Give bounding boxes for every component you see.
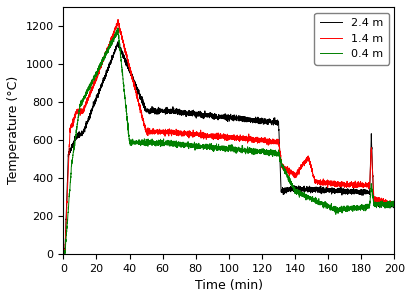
1.4 m [392, 202, 397, 206]
0.4 m [382, 202, 387, 205]
0.4 m [218, 147, 223, 151]
0.4 m [61, 251, 66, 254]
0.4 m [61, 252, 66, 256]
1.4 m [302, 161, 307, 165]
1.4 m [382, 201, 387, 205]
1.4 m [61, 252, 66, 256]
2.4 m [61, 252, 66, 256]
1.4 m [116, 18, 121, 22]
0.4 m [392, 204, 397, 208]
Y-axis label: Temperature (°C): Temperature (°C) [7, 76, 20, 184]
2.4 m [392, 201, 397, 205]
Line: 1.4 m: 1.4 m [63, 20, 395, 254]
X-axis label: Time (min): Time (min) [195, 279, 263, 292]
0.4 m [302, 192, 307, 196]
1.4 m [200, 133, 205, 137]
1.4 m [203, 135, 208, 139]
0.4 m [203, 143, 208, 146]
2.4 m [382, 202, 387, 206]
2.4 m [218, 114, 223, 118]
0.4 m [115, 26, 120, 30]
2.4 m [200, 112, 205, 115]
2.4 m [365, 192, 370, 196]
2.4 m [115, 40, 120, 44]
2.4 m [302, 185, 307, 189]
0.4 m [200, 143, 205, 147]
Legend: 2.4 m, 1.4 m, 0.4 m: 2.4 m, 1.4 m, 0.4 m [314, 13, 389, 65]
Line: 0.4 m: 0.4 m [63, 28, 395, 254]
1.4 m [218, 136, 223, 140]
2.4 m [61, 251, 66, 254]
2.4 m [203, 113, 208, 116]
1.4 m [365, 184, 370, 188]
0.4 m [365, 206, 370, 210]
Line: 2.4 m: 2.4 m [63, 42, 395, 254]
